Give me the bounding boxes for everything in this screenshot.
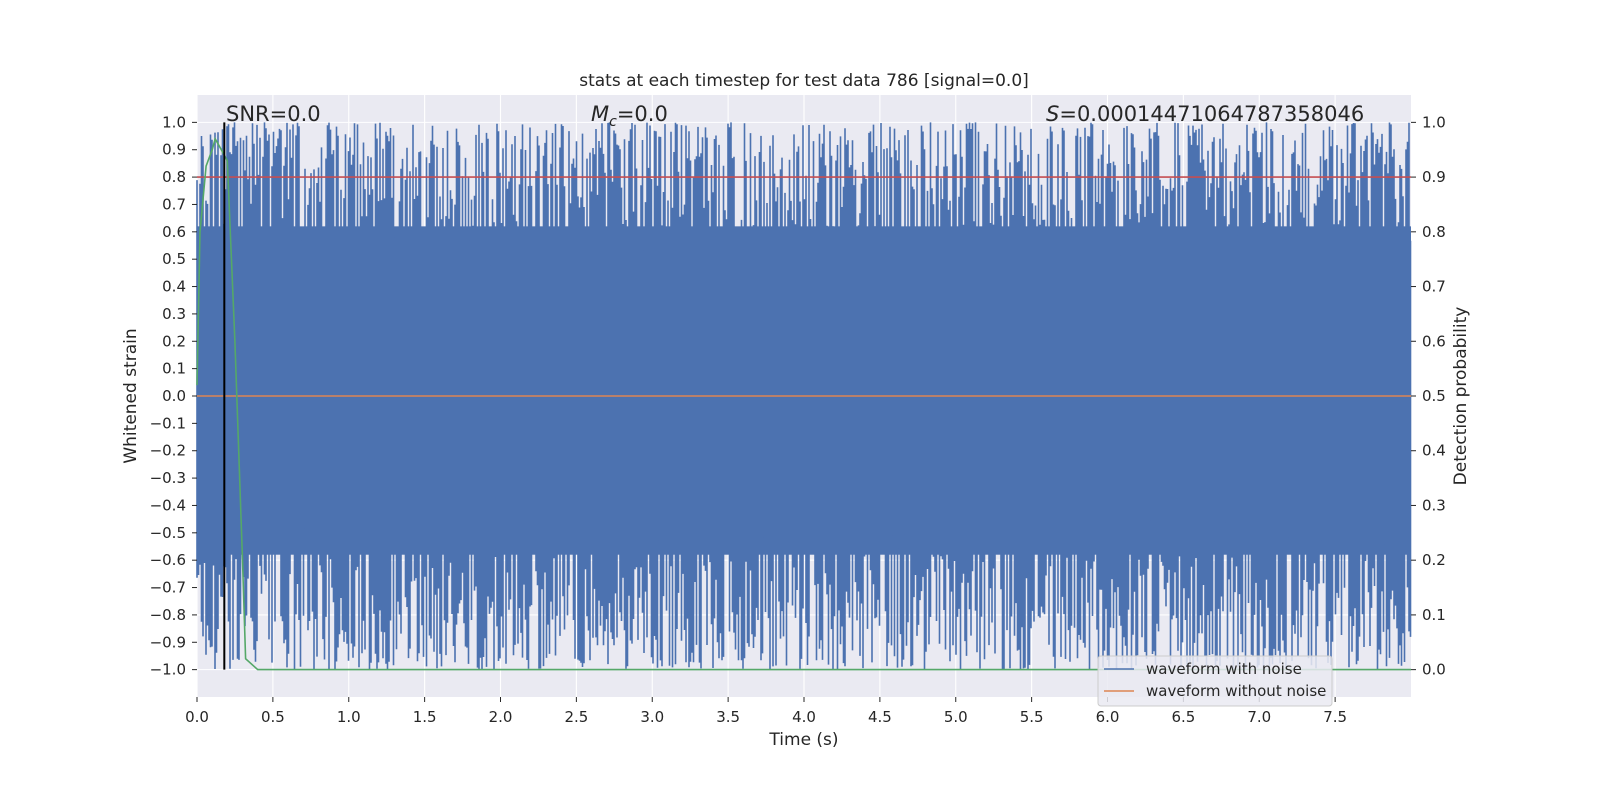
y-left-tick-label: −0.4 (150, 496, 186, 514)
x-tick-label: 7.0 (1247, 708, 1271, 726)
x-axis-label: Time (s) (768, 730, 838, 750)
y-axis-left-label: Whitened strain (121, 328, 141, 463)
legend-label-clean: waveform without noise (1146, 682, 1326, 700)
y-axis-left-ticks: 1.0 0.9 0.8 0.7 0.6 0.5 0.4 0.3 0.2 0.1 0.0 −0.1 −0.… (150, 113, 197, 679)
y-left-tick-label: 0.1 (162, 360, 186, 378)
y-right-tick-label: 0.1 (1422, 606, 1446, 624)
y-left-tick-label: 0.2 (162, 332, 186, 350)
snr-annotation: SNR=0.0 (226, 102, 321, 126)
y-right-tick-label: 1.0 (1422, 113, 1446, 131)
legend: waveform with noise waveform without noi… (1097, 655, 1333, 707)
chart-title: stats at each timestep for test data 786… (579, 71, 1029, 91)
y-left-tick-label: 0.7 (162, 195, 186, 213)
y-left-tick-label: −0.2 (150, 442, 186, 460)
mc-annotation: Mc=0.0 (591, 102, 668, 130)
y-left-tick-label: 0.5 (162, 250, 186, 268)
y-left-tick-label: −0.8 (150, 606, 186, 624)
mc-symbol: M (591, 102, 609, 126)
legend-box (1097, 655, 1333, 707)
y-left-tick-label: 0.8 (162, 168, 186, 186)
y-right-tick-label: 0.8 (1422, 223, 1446, 241)
y-right-tick-label: 0.4 (1422, 442, 1446, 460)
y-left-tick-label: −0.9 (150, 633, 186, 651)
x-tick-label: 2.0 (489, 708, 513, 726)
y-left-tick-label: 0.4 (162, 278, 186, 296)
y-left-tick-label: 0.9 (162, 141, 186, 159)
y-axis-right-ticks: 1.0 0.9 0.8 0.7 0.6 0.5 0.4 0.3 0.2 0.1 0.0 (1411, 113, 1446, 679)
y-left-tick-label: −1.0 (150, 661, 186, 679)
x-tick-label: 0.5 (261, 708, 285, 726)
y-axis-right-label: Detection probability (1451, 307, 1471, 486)
y-right-tick-label: 0.7 (1422, 278, 1446, 296)
x-tick-label: 6.0 (1096, 708, 1120, 726)
s-annotation: S=0.00014471064787358046 (1046, 102, 1364, 126)
y-left-tick-label: −0.1 (150, 414, 186, 432)
y-left-tick-label: 1.0 (162, 113, 186, 131)
x-tick-label: 3.0 (640, 708, 664, 726)
x-tick-label: 3.5 (716, 708, 740, 726)
s-value: =0.00014471064787358046 (1059, 102, 1364, 126)
y-right-tick-label: 0.9 (1422, 168, 1446, 186)
y-right-tick-label: 0.0 (1422, 661, 1446, 679)
noise-waveform-series (196, 122, 1412, 670)
x-tick-label: 4.0 (792, 708, 816, 726)
lines-layer (196, 122, 1411, 671)
y-left-tick-label: −0.6 (150, 551, 186, 569)
x-tick-label: 1.0 (337, 708, 361, 726)
x-tick-label: 2.5 (564, 708, 588, 726)
mc-value: =0.0 (617, 102, 668, 126)
x-tick-label: 7.5 (1323, 708, 1347, 726)
x-tick-label: 4.5 (868, 708, 892, 726)
y-right-tick-label: 0.6 (1422, 332, 1446, 350)
legend-label-noise: waveform with noise (1146, 660, 1302, 678)
x-tick-label: 1.5 (413, 708, 437, 726)
y-left-tick-label: 0.6 (162, 223, 186, 241)
y-right-tick-label: 0.5 (1422, 387, 1446, 405)
x-tick-label: 5.0 (944, 708, 968, 726)
mc-subscript: c (609, 114, 617, 130)
y-left-tick-label: −0.5 (150, 524, 186, 542)
s-symbol: S (1046, 102, 1059, 126)
x-axis-ticks: 0.0 0.5 1.0 1.5 2.0 2.5 3.0 3.5 4.0 4.5 5.0 5.5 6.0 6… (185, 697, 1347, 726)
y-right-tick-label: 0.3 (1422, 496, 1446, 514)
y-left-tick-label: 0.0 (162, 387, 186, 405)
y-left-tick-label: 0.3 (162, 305, 186, 323)
y-left-tick-label: −0.3 (150, 469, 186, 487)
y-left-tick-label: −0.7 (150, 579, 186, 597)
x-tick-label: 6.5 (1171, 708, 1195, 726)
y-right-tick-label: 0.2 (1422, 551, 1446, 569)
x-tick-label: 5.5 (1020, 708, 1044, 726)
x-tick-label: 0.0 (185, 708, 209, 726)
